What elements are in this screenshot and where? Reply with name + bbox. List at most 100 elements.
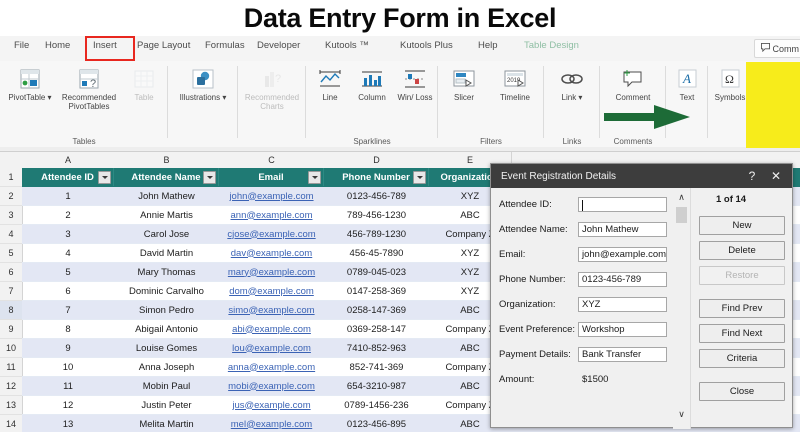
filter-dropdown-icon[interactable] bbox=[413, 171, 426, 184]
form-field-input[interactable]: Workshop bbox=[578, 321, 667, 337]
table-cell-org[interactable]: ABC bbox=[429, 415, 511, 432]
table-row[interactable]: 10 Anna Joseph anna@example.com 852-741-369… bbox=[22, 358, 800, 377]
email-link[interactable]: john@example.com bbox=[229, 190, 314, 202]
table-cell-email[interactable]: mobi@example.com bbox=[219, 377, 324, 395]
table-cell-phone[interactable]: 0123-456-789 bbox=[324, 187, 429, 205]
email-link[interactable]: abi@example.com bbox=[232, 323, 311, 335]
row-header-12[interactable]: 12 bbox=[0, 377, 22, 396]
email-link[interactable]: dav@example.com bbox=[230, 247, 313, 259]
close-icon[interactable]: ✕ bbox=[770, 169, 782, 183]
ribbon-tab-developer[interactable]: Developer bbox=[257, 40, 301, 51]
table-cell-email[interactable]: lou@example.com bbox=[219, 339, 324, 357]
table-cell-email[interactable]: dav@example.com bbox=[219, 244, 324, 262]
ribbon-tab-kutools-plus[interactable]: Kutools Plus bbox=[400, 40, 453, 51]
table-cell-phone[interactable]: 0789-045-023 bbox=[324, 263, 429, 281]
find-next-button[interactable]: Find Next bbox=[699, 324, 785, 343]
ribbon-tab-kutools[interactable]: Kutools ™ bbox=[325, 40, 369, 51]
email-link[interactable]: lou@example.com bbox=[232, 342, 311, 354]
table-cell-name[interactable]: Louise Gomes bbox=[114, 339, 219, 357]
table-cell-phone[interactable]: 0123-456-895 bbox=[324, 415, 429, 432]
table-cell-org[interactable]: XYZ bbox=[429, 187, 511, 205]
ribbon-button-pivottable[interactable]: PivotTable ▾ bbox=[2, 67, 58, 102]
column-header-C[interactable]: C bbox=[219, 152, 325, 168]
form-field-input[interactable]: Bank Transfer bbox=[578, 346, 667, 362]
table-cell-email[interactable]: abi@example.com bbox=[219, 320, 324, 338]
table-cell-org[interactable]: Company Z bbox=[429, 396, 511, 414]
table-cell-phone[interactable]: 7410-852-963 bbox=[324, 339, 429, 357]
table-cell-id[interactable]: 3 bbox=[22, 225, 114, 243]
table-cell-name[interactable]: Dominic Carvalho bbox=[114, 282, 219, 300]
table-cell-org[interactable]: XYZ bbox=[429, 244, 511, 262]
row-header-9[interactable]: 9 bbox=[0, 320, 22, 339]
table-cell-name[interactable]: Mobin Paul bbox=[114, 377, 219, 395]
ribbon-button-comment[interactable]: Comment bbox=[600, 67, 666, 102]
table-row[interactable]: 2 Annie Martis ann@example.com 789-456-1230… bbox=[22, 206, 800, 225]
ribbon-button-recommended-pivottables[interactable]: ? Recommended PivotTables bbox=[56, 67, 122, 111]
email-link[interactable]: jus@example.com bbox=[232, 399, 311, 411]
table-cell-name[interactable]: Anna Joseph bbox=[114, 358, 219, 376]
table-cell-id[interactable]: 10 bbox=[22, 358, 114, 376]
table-row[interactable]: 6 Dominic Carvalho dom@example.com 0147-258… bbox=[22, 282, 800, 301]
filter-dropdown-icon[interactable] bbox=[308, 171, 321, 184]
table-cell-email[interactable]: mel@example.com bbox=[219, 415, 324, 432]
form-field-input[interactable]: 0123-456-789 bbox=[578, 271, 667, 287]
form-field-input[interactable]: John Mathew bbox=[578, 221, 667, 237]
ribbon-tab-file[interactable]: File bbox=[14, 40, 30, 51]
row-header-13[interactable]: 13 bbox=[0, 396, 22, 415]
table-cell-phone[interactable]: 0258-147-369 bbox=[324, 301, 429, 319]
comments-button[interactable]: Comm bbox=[753, 39, 800, 58]
ribbon-button-slicer[interactable]: Slicer bbox=[440, 67, 488, 102]
scroll-thumb[interactable] bbox=[676, 207, 687, 223]
ribbon-button-link[interactable]: Link ▾ bbox=[544, 67, 600, 102]
row-header-11[interactable]: 11 bbox=[0, 358, 22, 377]
ribbon-tab-formulas[interactable]: Formulas bbox=[205, 40, 245, 51]
table-row[interactable]: 4 David Martin dav@example.com 456-45-7890 X… bbox=[22, 244, 800, 263]
close-button[interactable]: Close bbox=[699, 382, 785, 401]
email-link[interactable]: mary@example.com bbox=[227, 266, 316, 278]
column-header-D[interactable]: D bbox=[324, 152, 430, 168]
table-cell-id[interactable]: 4 bbox=[22, 244, 114, 262]
table-cell-org[interactable]: Company Z bbox=[429, 358, 511, 376]
ribbon-tab-home[interactable]: Home bbox=[45, 40, 71, 51]
table-cell-name[interactable]: Justin Peter bbox=[114, 396, 219, 414]
table-cell-id[interactable]: 2 bbox=[22, 206, 114, 224]
table-cell-org[interactable]: ABC bbox=[429, 301, 511, 319]
table-cell-id[interactable]: 11 bbox=[22, 377, 114, 395]
form-field-input[interactable]: john@example.com bbox=[578, 246, 667, 262]
table-cell-id[interactable]: 8 bbox=[22, 320, 114, 338]
email-link[interactable]: mobi@example.com bbox=[228, 380, 315, 392]
filter-dropdown-icon[interactable] bbox=[98, 171, 111, 184]
column-header-A[interactable]: A bbox=[22, 152, 115, 168]
table-cell-email[interactable]: cjose@example.com bbox=[219, 225, 324, 243]
table-cell-id[interactable]: 9 bbox=[22, 339, 114, 357]
table-cell-org[interactable]: XYZ bbox=[429, 282, 511, 300]
record-scrollbar[interactable]: ∧ ∨ bbox=[673, 188, 690, 429]
table-row[interactable]: 8 Abigail Antonio abi@example.com 0369-258-… bbox=[22, 320, 800, 339]
table-cell-org[interactable]: ABC bbox=[429, 339, 511, 357]
form-field-input[interactable]: XYZ bbox=[578, 296, 667, 312]
table-cell-phone[interactable]: 456-789-1230 bbox=[324, 225, 429, 243]
table-cell-org[interactable]: ABC bbox=[429, 206, 511, 224]
table-cell-name[interactable]: Annie Martis bbox=[114, 206, 219, 224]
row-header-7[interactable]: 7 bbox=[0, 282, 22, 301]
delete-button[interactable]: Delete bbox=[699, 241, 785, 260]
table-cell-org[interactable]: Company Z bbox=[429, 320, 511, 338]
table-cell-email[interactable]: mary@example.com bbox=[219, 263, 324, 281]
row-header-5[interactable]: 5 bbox=[0, 244, 22, 263]
table-cell-phone[interactable]: 852-741-369 bbox=[324, 358, 429, 376]
new-button[interactable]: New bbox=[699, 216, 785, 235]
table-cell-phone[interactable]: 0147-258-369 bbox=[324, 282, 429, 300]
row-header-2[interactable]: 2 bbox=[0, 187, 22, 206]
table-cell-phone[interactable]: 0789-1456-236 bbox=[324, 396, 429, 414]
criteria-button[interactable]: Criteria bbox=[699, 349, 785, 368]
table-cell-email[interactable]: ann@example.com bbox=[219, 206, 324, 224]
ribbon-tab-insert[interactable]: Insert bbox=[93, 40, 117, 51]
table-cell-name[interactable]: Melita Martin bbox=[114, 415, 219, 432]
row-header-4[interactable]: 4 bbox=[0, 225, 22, 244]
ribbon-button-column[interactable]: Column bbox=[350, 67, 394, 102]
ribbon-button-symbols[interactable]: Ω Symbols bbox=[708, 67, 752, 102]
table-cell-id[interactable]: 6 bbox=[22, 282, 114, 300]
table-cell-phone[interactable]: 789-456-1230 bbox=[324, 206, 429, 224]
ribbon-button-text[interactable]: A Text bbox=[666, 67, 708, 102]
table-cell-id[interactable]: 7 bbox=[22, 301, 114, 319]
